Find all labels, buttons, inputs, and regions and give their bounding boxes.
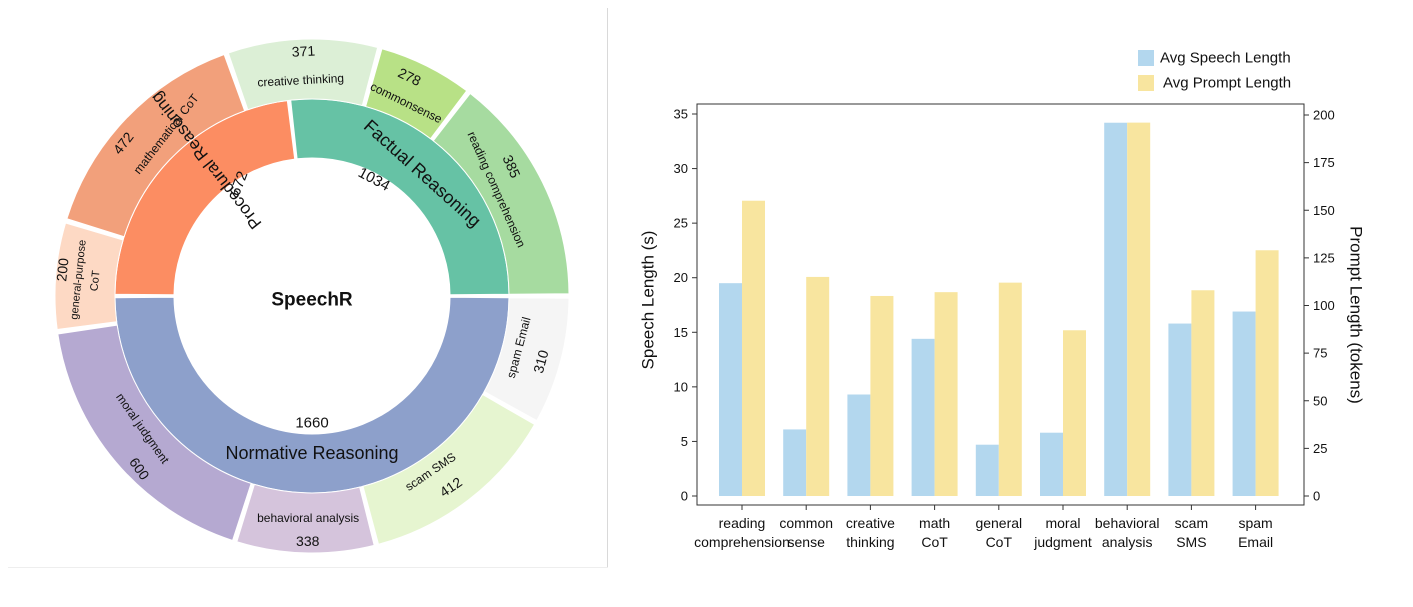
bar-chart: 0 5 10 15 20 25 30 35 0 25 50 75 100 125 150 175 200 read…: [639, 50, 1366, 551]
bar-speech-general-cot[interactable]: [975, 444, 999, 496]
y2-tick-label: 50: [1313, 393, 1327, 408]
x-tick-label-math-cot-1: math: [919, 515, 950, 531]
y2-tick-label: 175: [1313, 155, 1335, 170]
y-tick-label: 20: [674, 270, 688, 285]
y-tick-label: 10: [674, 379, 688, 394]
y-axis-label: Speech Length (s): [639, 231, 658, 370]
bar-prompt-common-sense[interactable]: [806, 276, 830, 496]
x-tick-label-scam-sms-1: scam: [1175, 515, 1208, 531]
outer-segment-scam-sms[interactable]: [362, 393, 536, 545]
legend-label-avg-speech-length: Avg Speech Length: [1160, 50, 1291, 67]
x-tick-label-moral-judgment-1: moral: [1045, 515, 1080, 531]
bar-prompt-behavioral-analysis[interactable]: [1127, 122, 1151, 497]
x-tick-label-behavioral-analysis-2: analysis: [1102, 534, 1153, 550]
x-tick-label-general-cot-2: CoT: [986, 534, 1013, 550]
panel-divider: [607, 8, 608, 568]
bar-speech-reading-comprehension[interactable]: [719, 283, 742, 496]
y2-tick-label: 100: [1313, 298, 1335, 313]
x-tick-label-scam-sms-2: SMS: [1176, 534, 1206, 550]
outer-label-behavioral-analysis: behavioral analysis: [257, 511, 359, 525]
outer-value-creative-thinking: 371: [291, 43, 315, 60]
y-tick-label: 30: [674, 161, 688, 176]
outer-segment-general-purpose-cot[interactable]: [54, 222, 124, 331]
bar-prompt-reading-comprehension[interactable]: [742, 200, 765, 496]
bar-prompt-math-cot[interactable]: [934, 292, 958, 496]
bar-panel: 0 5 10 15 20 25 30 35 0 25 50 75 100 125 150 175 200 read…: [610, 0, 1410, 602]
outer-segment-moral-judgment[interactable]: [57, 324, 252, 542]
plot-frame: [696, 103, 1305, 506]
x-tick-label-creative-thinking-2: thinking: [846, 534, 894, 550]
bar-speech-spam-email[interactable]: [1232, 311, 1256, 496]
outer-segment-reading-comprehension[interactable]: [432, 92, 570, 295]
panel-bottom-line: [8, 567, 608, 568]
legend-swatch-avg-speech-length: [1138, 50, 1154, 66]
bar-speech-behavioral-analysis[interactable]: [1104, 122, 1128, 496]
bar-speech-scam-sms[interactable]: [1168, 323, 1192, 496]
bar-speech-creative-thinking[interactable]: [847, 394, 871, 496]
outer-label-creative-thinking: creative thinking: [257, 71, 344, 90]
legend-label-avg-prompt-length: Avg Prompt Length: [1163, 75, 1291, 92]
outer-segment-commonsense[interactable]: [365, 48, 468, 140]
x-tick-label-moral-judgment-2: judgment: [1033, 534, 1092, 550]
y-tick-label: 15: [674, 325, 688, 340]
x-tick-label-common-sense-2: sense: [788, 534, 826, 550]
bar-prompt-creative-thinking[interactable]: [870, 295, 894, 496]
outer-value-general-purpose-cot: 200: [53, 257, 71, 282]
x-tick-label-reading-comprehension-2: comprehension: [694, 534, 790, 550]
outer-label-general-purpose-cot-line2: CoT: [88, 270, 102, 292]
legend-swatch-avg-prompt-length: [1138, 75, 1154, 91]
inner-value-normative-reasoning: 1660: [295, 415, 328, 432]
bar-prompt-general-cot[interactable]: [998, 282, 1022, 496]
bar-speech-math-cot[interactable]: [911, 338, 935, 496]
y2-tick-label: 125: [1313, 250, 1335, 265]
y2-tick-label: 25: [1313, 441, 1327, 456]
inner-label-normative-reasoning: Normative Reasoning: [225, 443, 398, 463]
x-tick-label-spam-email-2: Email: [1238, 534, 1273, 550]
y2-tick-label: 200: [1313, 108, 1335, 123]
x-tick-label-common-sense-1: common: [779, 515, 833, 531]
x-tick-label-reading-comprehension-1: reading: [719, 515, 766, 531]
bar-speech-moral-judgment[interactable]: [1040, 432, 1063, 496]
y-tick-label: 25: [674, 216, 688, 231]
y-tick-label: 35: [674, 107, 688, 122]
outer-segment-creative-thinking[interactable]: [227, 38, 379, 111]
outer-segment-spam-email[interactable]: [483, 297, 570, 422]
y2-tick-label: 150: [1313, 203, 1335, 218]
x-tick-label-general-cot-1: general: [975, 515, 1022, 531]
y-tick-label: 0: [681, 489, 688, 504]
y2-axis-label: Prompt Length (tokens): [1347, 226, 1366, 404]
x-tick-label-spam-email-1: spam: [1238, 515, 1272, 531]
bar-prompt-moral-judgment[interactable]: [1063, 330, 1086, 496]
outer-value-spam-email: 310: [530, 348, 552, 375]
outer-value-behavioral-analysis: 338: [296, 533, 320, 549]
x-tick-label-math-cot-2: CoT: [921, 534, 948, 550]
bar-prompt-spam-email[interactable]: [1255, 250, 1279, 496]
y-tick-label: 5: [681, 434, 688, 449]
outer-segment-mathematical-cot[interactable]: [66, 53, 246, 238]
sunburst-panel: SpeechR Factual Reasoning 1034 Normative Re…: [0, 0, 608, 602]
bar-speech-common-sense[interactable]: [783, 429, 807, 496]
bar-prompt-scam-sms[interactable]: [1191, 290, 1215, 496]
y2-tick-label: 0: [1313, 489, 1320, 504]
outer-segment-behavioral-analysis[interactable]: [236, 483, 375, 554]
sunburst-center-label: SpeechR: [271, 290, 353, 311]
x-tick-label-behavioral-analysis-1: behavioral: [1095, 515, 1160, 531]
x-tick-label-creative-thinking-1: creative: [846, 515, 895, 531]
y2-tick-label: 75: [1313, 346, 1327, 361]
